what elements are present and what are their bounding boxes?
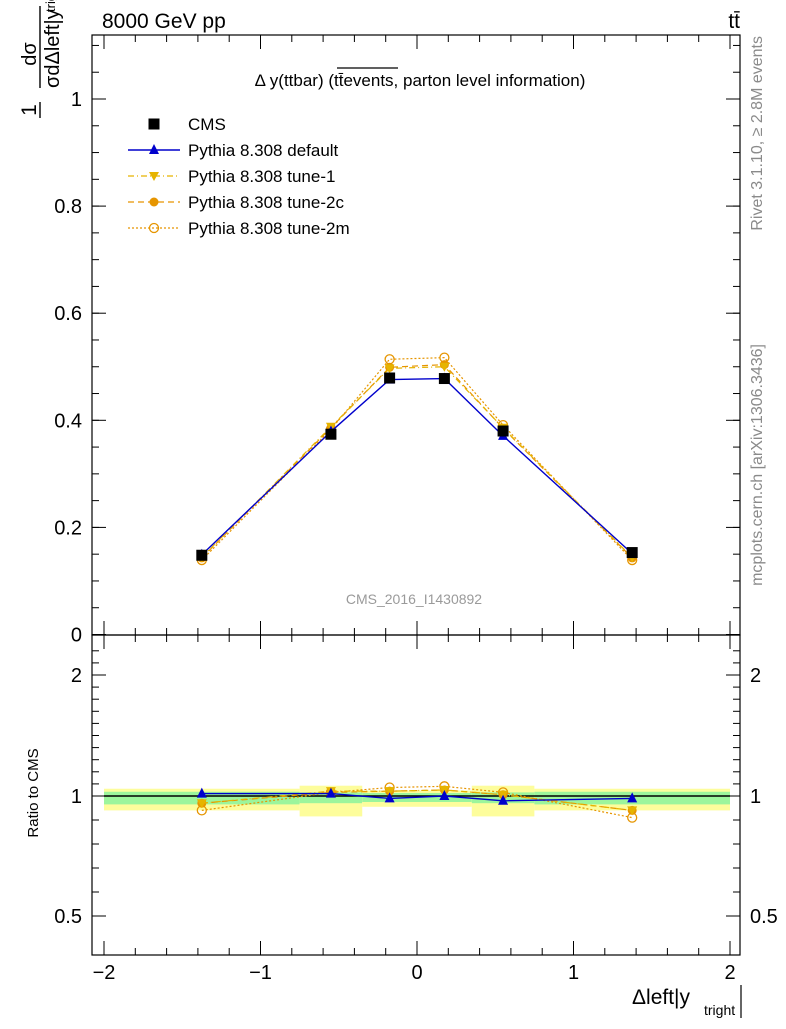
ratio-point-pythia-8-308-default: [325, 787, 336, 798]
point-pythia-8-308-tune-2m: [384, 354, 395, 365]
x-tick-label: 1: [568, 962, 579, 984]
point-cms: [497, 425, 509, 437]
y-label-num: dσ: [19, 42, 41, 66]
ratio-y-tick-label-right: 2: [750, 665, 761, 687]
main-y-tick-label: 0.4: [54, 410, 82, 432]
y-label-den: σdΔleft|y: [42, 9, 64, 88]
x-tick-label: 0: [411, 962, 422, 984]
legend-marker-pythia-8-308-tune-2m: [148, 222, 160, 234]
legend-label-pythia-8-308-default: Pythia 8.308 default: [188, 141, 339, 160]
ratio-point-pythia-8-308-default: [439, 790, 450, 800]
ratio-series-group: [196, 781, 638, 823]
y-label-one: 1: [18, 104, 41, 116]
series-line-pythia-8-308-tune-1: [201, 366, 633, 558]
legend-marker-pythia-8-308-default: [149, 144, 159, 154]
ratio-y-tick-label: 1: [71, 786, 82, 808]
point-cms: [325, 428, 337, 440]
ratio-line-pythia-8-308-tune-2m: [201, 785, 633, 819]
legend-label-pythia-8-308-tune-2m: Pythia 8.308 tune-2m: [188, 219, 350, 238]
series-line-pythia-8-308-tune-2m: [201, 357, 633, 561]
ratio-point-pythia-8-308-tune-1: [384, 787, 395, 797]
ratio-y-tick-label-right: 1: [750, 786, 761, 808]
process-label: tt̄: [728, 10, 740, 33]
x-tick-label: 2: [724, 962, 735, 984]
legend-marker-cms: [148, 118, 160, 130]
ratio-point-pythia-8-308-default: [196, 787, 207, 798]
point-cms: [438, 373, 450, 385]
ratio-point-pythia-8-308-default: [498, 794, 509, 805]
main-series-group: [196, 352, 638, 566]
ratio-y-tick-label-right: 0.5: [750, 906, 778, 928]
point-cms: [196, 549, 208, 561]
y-label-den-sub: tright: [43, 0, 58, 12]
ratio-point-pythia-8-308-tune-1: [196, 799, 207, 809]
main-y-tick-label: 1: [71, 89, 82, 111]
axes-ticks: 0 0.2 0.4 0.6 0.8 1 −2 −1 0 1 2 0.5 0.5 1 1 2 2: [54, 35, 778, 984]
x-axis-label-sub: tright: [704, 1002, 735, 1018]
series-line-pythia-8-308-default: [201, 377, 633, 556]
legend-marker-pythia-8-308-tune-2c: [149, 197, 159, 207]
ratio-point-pythia-8-308-default: [384, 792, 395, 803]
ratio-line-pythia-8-308-tune-2c: [201, 789, 633, 811]
legend-marker-pythia-8-308-tune-1: [149, 172, 159, 181]
main-y-tick-label: 0.6: [54, 303, 82, 325]
point-pythia-8-308-tune-1: [439, 362, 450, 372]
ratio-band-green: [299, 792, 363, 804]
point-cms: [384, 372, 396, 384]
analysis-watermark: CMS_2016_I1430892: [346, 591, 482, 607]
energy-label: 8000 GeV pp: [102, 10, 226, 33]
legend-label-pythia-8-308-tune-2c: Pythia 8.308 tune-2c: [188, 193, 344, 212]
mcplots-label: mcplots.cern.ch [arXiv:1306.3436]: [749, 344, 766, 586]
main-y-tick-label: 0: [71, 625, 82, 647]
legend: CMS Pythia 8.308 default Pythia 8.308 tune…: [128, 115, 350, 238]
point-cms: [626, 547, 638, 559]
ratio-line-pythia-8-308-default: [201, 792, 633, 802]
main-y-label: 1 σdΔleft|y dσ: [18, 6, 64, 118]
ratio-point-pythia-8-308-tune-1: [627, 806, 638, 816]
legend-label-pythia-8-308-tune-1: Pythia 8.308 tune-1: [188, 167, 335, 186]
ratio-y-tick-label: 0.5: [54, 906, 82, 928]
x-tick-label: −1: [249, 962, 272, 984]
point-pythia-8-308-tune-1: [384, 364, 395, 374]
main-y-tick-label: 0.2: [54, 517, 82, 539]
ratio-point-pythia-8-308-default: [627, 792, 638, 803]
main-y-tick-label: 0.8: [54, 196, 82, 218]
ratio-plot-frame: [91, 634, 741, 956]
ratio-y-tick-label: 2: [71, 665, 82, 687]
series-line-pythia-8-308-tune-2c: [201, 363, 633, 559]
x-tick-label: −2: [93, 962, 116, 984]
ratio-band-green: [104, 791, 300, 805]
legend-label-cms: CMS: [188, 115, 226, 134]
main-plot-title: Δ y(ttbar) (tt̄events, parton level info…: [255, 71, 586, 90]
rivet-label: Rivet 3.1.10, ≥ 2.8M events: [749, 36, 766, 231]
ratio-y-label: Ratio to CMS: [25, 748, 42, 837]
x-axis-label: Δleft|y: [632, 986, 690, 1009]
